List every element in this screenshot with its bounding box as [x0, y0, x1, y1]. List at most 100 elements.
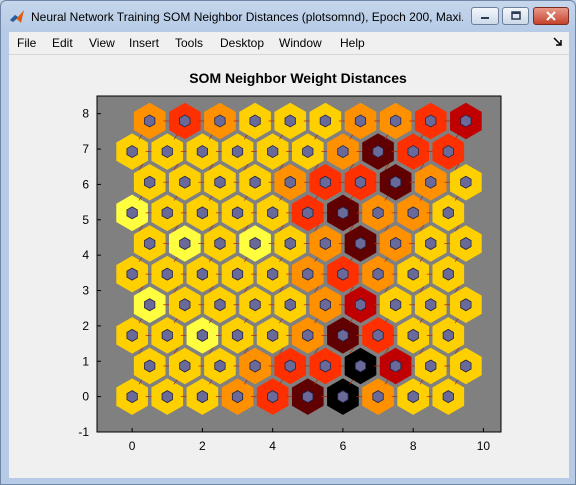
neighbor-link	[314, 347, 319, 354]
neighbor-link	[384, 224, 390, 232]
neuron	[460, 237, 472, 250]
neighbor-link	[208, 347, 214, 354]
title-bar[interactable]: Neural Network Training SOM Neighbor Dis…	[1, 1, 575, 32]
neuron	[196, 328, 208, 342]
neighbor-link	[173, 286, 179, 293]
neighbor-link	[454, 224, 460, 232]
neighbor-link	[138, 224, 144, 232]
close-button[interactable]	[533, 7, 569, 25]
matlab-logo-icon	[10, 10, 24, 23]
neuron	[284, 359, 296, 373]
neuron	[231, 390, 244, 404]
neuron	[460, 114, 472, 128]
neuron	[267, 145, 279, 159]
dock-arrow-icon[interactable]	[553, 37, 563, 47]
y-tick-label: -1	[78, 425, 89, 439]
neuron	[460, 298, 472, 312]
y-tick-label: 4	[82, 248, 89, 262]
neuron	[231, 206, 244, 220]
neighbor-link	[314, 163, 319, 171]
menu-tools[interactable]: Tools	[175, 36, 204, 50]
neighbor-link	[243, 286, 249, 293]
neuron	[249, 237, 261, 250]
menu-window[interactable]: Window	[279, 36, 322, 50]
neuron	[460, 359, 472, 373]
neighbor-link	[454, 163, 460, 171]
neuron	[442, 206, 454, 220]
neuron	[214, 237, 226, 250]
neuron	[354, 298, 367, 312]
neuron	[337, 145, 349, 159]
neighbor-link	[349, 224, 355, 232]
neuron	[319, 298, 331, 312]
neighbor-link	[314, 286, 319, 293]
neuron	[337, 390, 349, 404]
neighbor-link	[384, 347, 390, 354]
neighbor-link	[419, 347, 425, 354]
neuron	[179, 114, 191, 128]
neuron	[442, 328, 454, 342]
minimize-button[interactable]	[471, 7, 499, 25]
neighbor-link	[243, 224, 249, 232]
neuron	[267, 328, 279, 342]
neuron	[249, 359, 261, 373]
neuron	[231, 145, 244, 159]
neuron	[144, 175, 156, 189]
axes-frame	[96, 95, 502, 433]
neuron	[126, 328, 138, 342]
menu-help[interactable]: Help	[340, 36, 365, 50]
neuron	[267, 267, 279, 281]
neuron	[302, 390, 314, 404]
neuron	[390, 237, 402, 250]
neighbor-link	[243, 163, 249, 171]
menu-bar: File Edit View Insert Tools Desktop Wind…	[9, 32, 569, 55]
som-plot: SOM Neighbor Weight Distances 0 2 4 6 8 10 -1…	[78, 70, 502, 453]
neuron	[302, 206, 314, 220]
neighbor-link	[279, 347, 284, 354]
x-tick-label: 6	[340, 439, 347, 453]
neighbor-link	[349, 347, 355, 354]
neuron	[442, 145, 454, 159]
neuron	[425, 175, 437, 189]
neuron	[337, 267, 349, 281]
neighbor-link	[208, 286, 214, 293]
neuron	[267, 390, 279, 404]
y-tick-label: 3	[82, 284, 89, 298]
neuron	[407, 328, 419, 342]
neuron	[179, 175, 191, 189]
neuron	[425, 298, 437, 312]
close-icon	[546, 11, 556, 21]
neuron	[284, 175, 296, 189]
menu-desktop[interactable]: Desktop	[220, 36, 265, 50]
y-tick-label: 1	[82, 354, 89, 368]
neighbor-link	[419, 286, 425, 293]
neuron	[319, 359, 331, 373]
y-tick-label: 7	[82, 142, 89, 156]
neuron	[319, 175, 331, 189]
x-tick-label: 0	[129, 439, 136, 453]
neuron	[161, 328, 173, 342]
neighbor-link	[384, 286, 390, 293]
neuron	[161, 145, 173, 159]
neighbor-link	[208, 163, 214, 171]
x-tick-label: 2	[199, 439, 206, 453]
x-tick-label: 4	[269, 439, 276, 453]
neuron	[425, 359, 437, 373]
neighbor-link	[419, 224, 425, 232]
neuron	[161, 390, 173, 404]
menu-insert[interactable]: Insert	[129, 36, 160, 50]
neighbor-link	[454, 286, 460, 293]
neuron	[372, 390, 384, 404]
neuron	[249, 298, 261, 312]
menu-view[interactable]: View	[89, 36, 115, 50]
menu-edit[interactable]: Edit	[52, 36, 73, 50]
neuron	[179, 298, 191, 312]
neuron	[126, 267, 138, 281]
maximize-button[interactable]	[502, 7, 529, 25]
menu-file[interactable]: File	[17, 36, 37, 50]
chart-title: SOM Neighbor Weight Distances	[189, 70, 407, 86]
neuron	[354, 175, 367, 189]
neuron	[284, 298, 296, 312]
neuron	[144, 298, 156, 312]
neuron	[196, 267, 208, 281]
